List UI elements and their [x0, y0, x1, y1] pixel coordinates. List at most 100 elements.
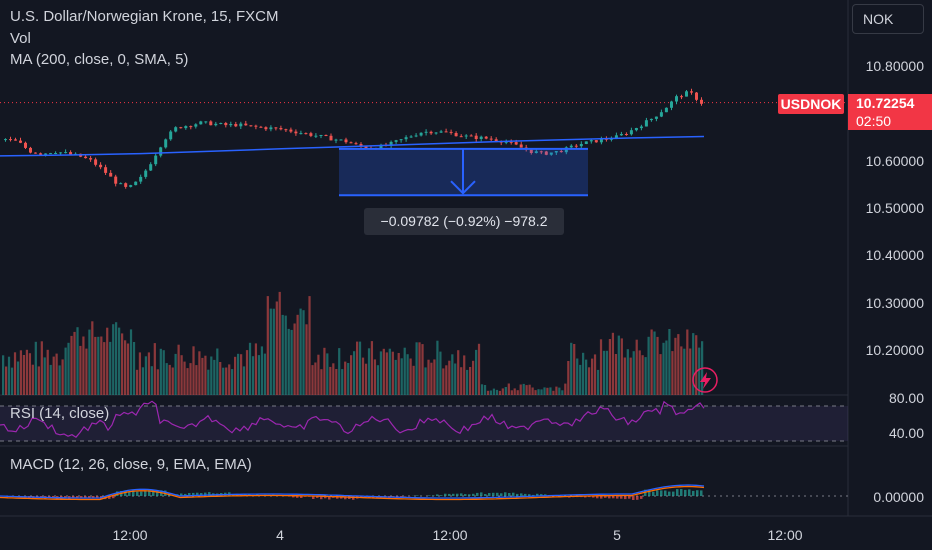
volume-bar: [644, 357, 647, 395]
volume-bar: [525, 385, 528, 395]
candle-body: [309, 133, 313, 136]
macd-histogram-bar: [180, 493, 183, 496]
volume-bar: [13, 352, 17, 395]
volume-bar: [552, 390, 555, 395]
volume-bar: [347, 363, 350, 395]
macd-histogram-bar: [80, 496, 83, 499]
macd-histogram-bar: [688, 489, 691, 496]
macd-histogram-bar: [684, 489, 687, 496]
volume-bar: [103, 342, 106, 395]
macd-histogram-bar: [596, 496, 599, 499]
volume-bar: [64, 347, 67, 395]
currency-button[interactable]: NOK: [852, 4, 924, 34]
volume-bar: [632, 351, 635, 395]
volume-bar: [653, 331, 656, 395]
volume-bar: [641, 355, 644, 395]
volume-bar: [683, 348, 686, 395]
macd-histogram-bar: [92, 496, 95, 498]
candle-body: [114, 176, 118, 184]
volume-bar: [463, 355, 466, 395]
macd-histogram-bar: [640, 496, 643, 499]
candle-body: [675, 96, 678, 102]
volume-bar: [379, 351, 383, 395]
ma-label[interactable]: MA (200, close, 0, SMA, 5): [10, 51, 189, 68]
candle-body: [219, 123, 223, 124]
candle-body: [344, 139, 348, 143]
volume-bar: [466, 369, 469, 395]
macd-histogram-bar: [524, 493, 527, 496]
volume-bar: [302, 310, 305, 395]
volume-bar: [73, 331, 76, 395]
volume-bar: [573, 344, 576, 395]
volume-bar: [528, 384, 531, 395]
volume-bar: [61, 359, 64, 395]
volume-bar: [555, 386, 558, 395]
macd-histogram-bar: [240, 493, 243, 496]
candle-body: [194, 124, 198, 127]
candle-body: [429, 131, 433, 134]
macd-histogram-bar: [156, 490, 159, 496]
volume-bar: [677, 334, 680, 395]
candle-body: [144, 170, 148, 177]
macd-histogram-bar: [144, 490, 147, 496]
candle-body: [274, 127, 278, 129]
volume-bar: [611, 332, 615, 395]
candle-body: [479, 136, 483, 139]
volume-bar: [445, 365, 448, 395]
macd-histogram-bar: [484, 494, 487, 496]
macd-histogram-bar: [700, 490, 703, 496]
volume-bar: [373, 359, 377, 395]
candle-body: [424, 131, 428, 133]
candle-body: [99, 164, 103, 168]
volume-bar: [287, 328, 290, 395]
volume-bar: [129, 329, 133, 395]
candle-body: [24, 142, 27, 148]
volume-bar: [156, 369, 159, 395]
candle-body: [584, 141, 588, 144]
price-axis-label: 10.60000: [865, 153, 924, 169]
volume-bar: [608, 339, 612, 395]
volume-bar: [186, 368, 189, 395]
candle-body: [304, 133, 308, 135]
candle-body: [329, 135, 333, 141]
volume-bar: [370, 341, 374, 395]
candle-body: [259, 126, 263, 128]
volume-bar: [132, 342, 136, 395]
macd-histogram-bar: [616, 496, 619, 499]
symbol-title[interactable]: U.S. Dollar/Norwegian Krone, 15, FXCM: [10, 8, 279, 25]
volume-label[interactable]: Vol: [10, 30, 31, 47]
volume-bar: [121, 333, 124, 395]
macd-histogram-bar: [72, 496, 75, 499]
volume-bar: [201, 357, 204, 395]
macd-histogram-bar: [132, 490, 135, 496]
volume-bar: [28, 353, 32, 395]
macd-histogram-bar: [96, 496, 99, 499]
volume-bar: [686, 329, 689, 395]
macd-histogram-bar: [472, 493, 475, 496]
candle-body: [695, 92, 698, 100]
candle-body: [579, 144, 583, 147]
candle-body: [159, 147, 163, 156]
volume-bar: [240, 354, 243, 395]
candle-body: [700, 99, 703, 104]
volume-bar: [680, 346, 683, 395]
macd-histogram-bar: [208, 492, 211, 496]
volume-bar: [260, 346, 264, 395]
macd-label[interactable]: MACD (12, 26, close, 9, EMA, EMA): [10, 456, 252, 473]
lightning-icon: [692, 367, 718, 393]
macd-histogram-bar: [200, 493, 203, 496]
volume-bar: [257, 355, 261, 395]
candle-body: [204, 121, 208, 123]
rsi-label[interactable]: RSI (14, close): [10, 405, 110, 422]
macd-histogram-bar: [440, 495, 443, 496]
candle-body: [249, 125, 253, 127]
volume-bar: [147, 352, 151, 395]
candle-body: [184, 126, 188, 129]
candle-body: [14, 139, 17, 141]
volume-bar: [382, 348, 385, 395]
candle-body: [509, 141, 513, 143]
volume-bar: [2, 355, 5, 395]
candle-body: [474, 135, 478, 139]
volume-bar: [623, 357, 626, 395]
